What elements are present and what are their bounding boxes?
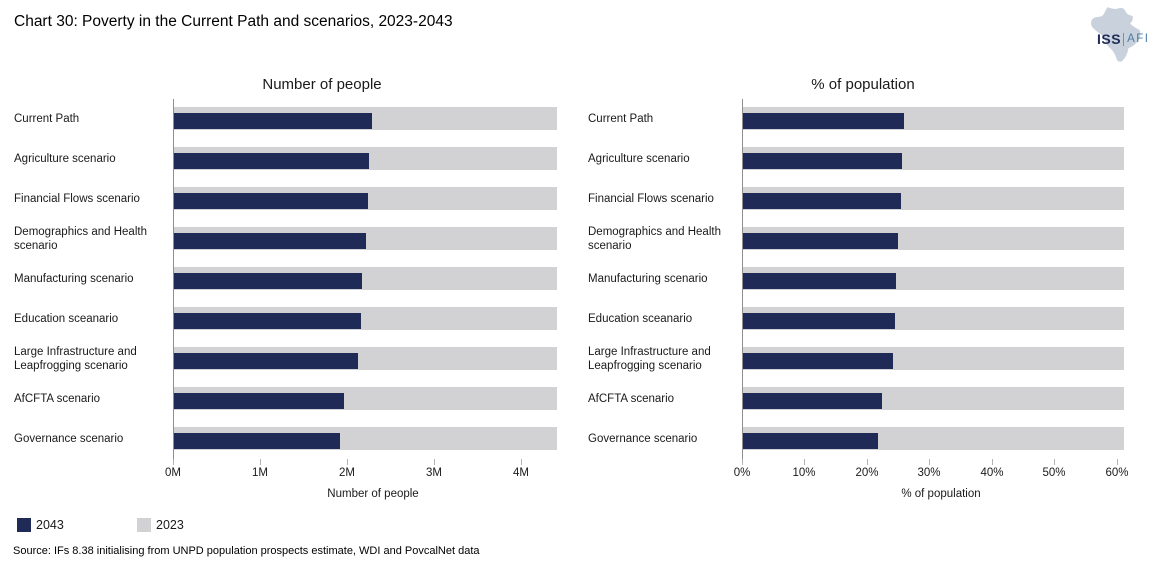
legend-label: 2043	[36, 518, 64, 532]
x-tick	[260, 459, 261, 465]
category-label: Agriculture scenario	[588, 153, 690, 165]
x-tick	[929, 459, 930, 465]
plot-area: 0% 10% 20% 30% 40% 50% 60%	[734, 99, 1129, 479]
bar-2043	[743, 393, 882, 409]
bar-2043	[174, 393, 344, 409]
bar-2043	[743, 353, 893, 369]
x-tick	[521, 459, 522, 465]
bar-2043	[174, 233, 366, 249]
legend-label: 2023	[156, 518, 184, 532]
category-label: Large Infrastructure and Leapfrogging sc…	[588, 346, 711, 372]
x-tick-label: 3M	[426, 467, 442, 479]
category-label: Financial Flows scenario	[14, 193, 140, 205]
x-axis-title: Number of people	[327, 488, 419, 500]
page-title: Chart 30: Poverty in the Current Path an…	[14, 13, 453, 30]
x-tick	[867, 459, 868, 465]
y-axis-line	[742, 99, 743, 465]
x-tick	[434, 459, 435, 465]
logo-iss-label: ISS	[1097, 31, 1122, 47]
africa-map-icon	[1091, 7, 1141, 62]
legend-item: 2043	[17, 518, 64, 532]
x-tick	[1054, 459, 1055, 465]
category-label: Manufacturing scenario	[588, 273, 708, 285]
bar-2043	[743, 433, 878, 449]
bar-2043	[174, 193, 368, 209]
bar-2043	[743, 233, 898, 249]
legend-swatch	[17, 518, 31, 532]
bar-2043	[743, 313, 895, 329]
bar-2043	[743, 193, 901, 209]
x-tick-label: 20%	[855, 467, 879, 479]
y-axis-line	[173, 99, 174, 465]
x-tick	[742, 459, 743, 465]
bar-2043	[743, 273, 896, 289]
bar-2043	[174, 433, 340, 449]
chart-title: Number of people	[262, 76, 382, 93]
chart-title: % of population	[811, 76, 915, 93]
iss-afi-logo: ISS AFI	[1084, 6, 1149, 64]
bar-2043	[174, 313, 361, 329]
logo-divider	[1123, 32, 1125, 46]
source-note: Source: IFs 8.38 initialising from UNPD …	[13, 545, 480, 557]
category-label: Education sceanario	[588, 313, 693, 325]
category-label: Manufacturing scenario	[14, 273, 134, 285]
bar-2043	[174, 153, 369, 169]
x-tick	[347, 459, 348, 465]
x-tick	[1117, 459, 1118, 465]
x-tick-label: 40%	[980, 467, 1004, 479]
bar-2043	[743, 153, 902, 169]
category-label: Governance scenario	[14, 433, 124, 445]
x-tick-label: 0M	[165, 467, 181, 479]
x-tick	[992, 459, 993, 465]
bar-2043	[174, 113, 372, 129]
category-label: Demographics and Health scenario	[14, 226, 147, 252]
category-label: Governance scenario	[588, 433, 698, 445]
logo-afi-label: AFI	[1127, 33, 1150, 45]
x-tick-label: 10%	[792, 467, 816, 479]
category-label: Education sceanario	[14, 313, 119, 325]
x-tick-label: 0%	[733, 467, 751, 479]
x-tick-label: 60%	[1105, 467, 1129, 479]
category-label: Large Infrastructure and Leapfrogging sc…	[14, 346, 137, 372]
x-tick-label: 30%	[917, 467, 941, 479]
legend-swatch	[137, 518, 151, 532]
legend-item: 2023	[137, 518, 184, 532]
category-label: Financial Flows scenario	[588, 193, 714, 205]
x-tick-label: 2M	[339, 467, 355, 479]
x-tick-label: 4M	[513, 467, 529, 479]
category-label: AfCFTA scenario	[14, 393, 101, 405]
bar-2043	[743, 113, 904, 129]
category-label: AfCFTA scenario	[588, 393, 675, 405]
x-tick	[804, 459, 805, 465]
logo-text: ISS AFI	[1097, 31, 1149, 47]
category-label: Agriculture scenario	[14, 153, 116, 165]
x-axis-title: % of population	[901, 488, 981, 500]
x-tick-label: 50%	[1042, 467, 1066, 479]
x-tick-label: 1M	[252, 467, 268, 479]
category-label: Current Path	[14, 113, 80, 125]
bar-2043	[174, 273, 362, 289]
category-label: Demographics and Health scenario	[588, 226, 721, 252]
x-tick	[173, 459, 174, 465]
bar-2043	[174, 353, 358, 369]
plot-area: 0M 1M 2M 3M 4M	[165, 99, 557, 479]
category-label: Current Path	[588, 113, 654, 125]
